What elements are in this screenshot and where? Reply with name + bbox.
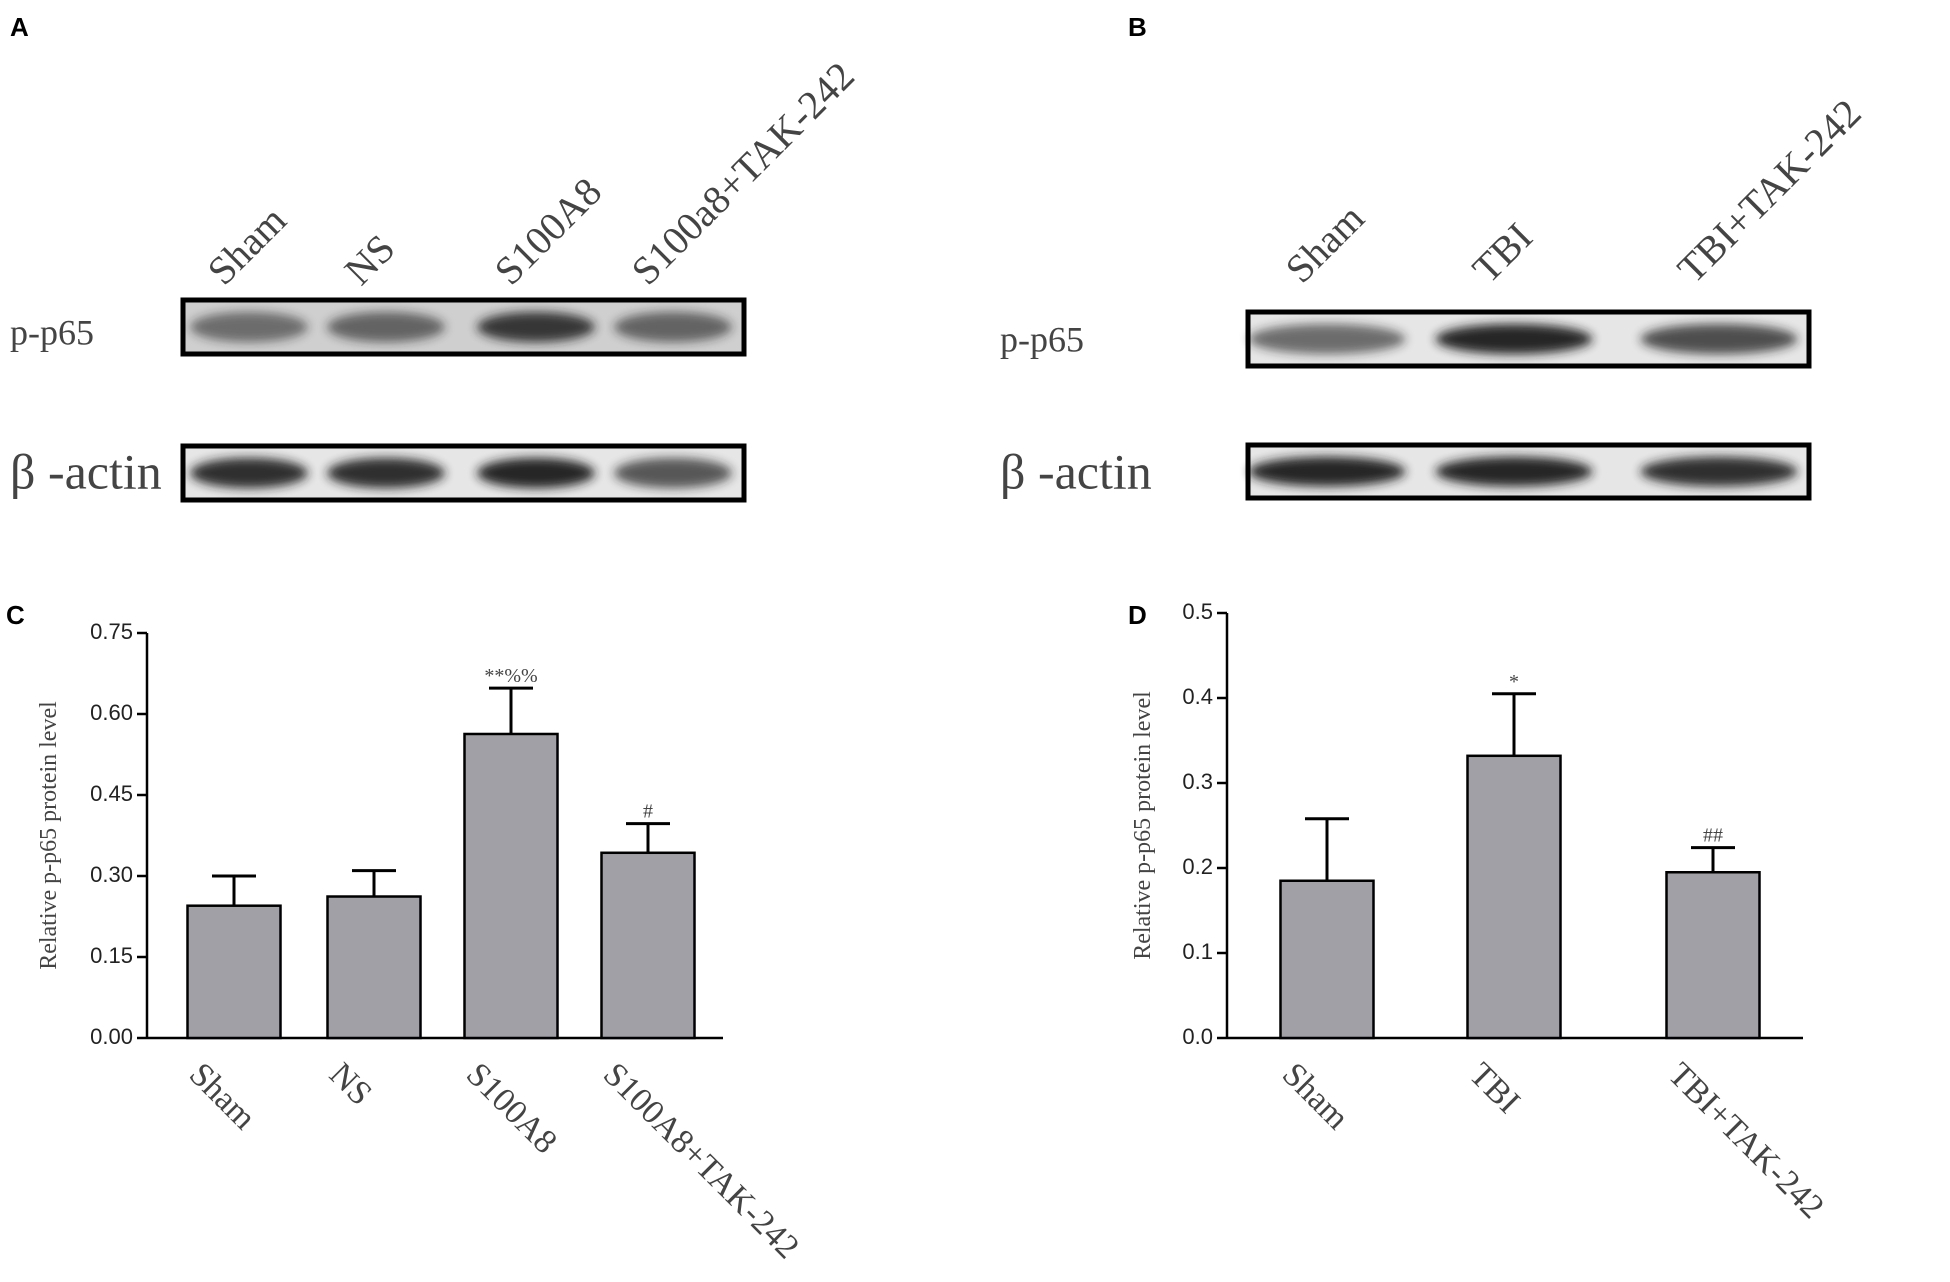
y-tick-label: 0.00: [90, 1024, 133, 1049]
significance-label: #: [643, 801, 653, 823]
error-bar: [352, 869, 396, 897]
band: [614, 311, 732, 343]
bar: [326, 895, 422, 1040]
x-tick-label: S100A8: [459, 1056, 564, 1161]
band: [1640, 456, 1798, 487]
bar: [1466, 754, 1562, 1040]
y-tick-label: 0.60: [90, 700, 133, 725]
band: [327, 457, 445, 489]
blot-frame: [180, 443, 747, 503]
error-bar: [1492, 692, 1536, 756]
x-tick-label: TBI+TAK-242: [1661, 1056, 1831, 1226]
error-bar: [212, 874, 256, 906]
x-tick-label: TBI: [1462, 1056, 1527, 1121]
y-tick-label: 0.45: [90, 781, 133, 806]
lane-label: Sham: [199, 197, 295, 293]
band: [1435, 323, 1593, 355]
error-bar: [1691, 846, 1735, 873]
x-tick-label: S100A8+TAK-242: [596, 1056, 806, 1266]
band: [614, 457, 732, 489]
y-axis-label: Relative p-p65 protein level: [1130, 691, 1156, 960]
band: [477, 457, 595, 489]
y-tick-label: 0.5: [1182, 599, 1213, 624]
bar: [600, 851, 696, 1040]
y-tick-label: 0.2: [1182, 854, 1213, 879]
significance-label: *: [1509, 671, 1519, 693]
row-label: β -actin: [10, 443, 162, 499]
band: [327, 311, 445, 343]
band: [1248, 456, 1406, 487]
lane-label: S100a8+TAK-242: [623, 53, 863, 293]
y-axis-label: Relative p-p65 protein level: [36, 701, 62, 970]
x-tick-label: Sham: [182, 1056, 263, 1137]
y-tick-label: 0.3: [1182, 769, 1213, 794]
y-tick-label: 0.4: [1182, 684, 1213, 709]
blot-frame: [180, 297, 747, 357]
error-bar: [489, 686, 533, 734]
band: [1248, 323, 1406, 355]
band: [190, 457, 308, 489]
bar: [186, 904, 282, 1040]
row-label: p-p65: [1000, 319, 1084, 359]
bar: [1279, 879, 1375, 1040]
band: [477, 311, 595, 343]
significance-label: ##: [1703, 825, 1723, 847]
error-bar: [1305, 817, 1349, 881]
error-bar: [626, 822, 670, 853]
y-tick-label: 0.30: [90, 862, 133, 887]
y-tick-label: 0.0: [1182, 1024, 1213, 1049]
significance-label: **%%: [484, 665, 537, 687]
y-tick-label: 0.15: [90, 943, 133, 968]
y-tick-label: 0.1: [1182, 939, 1213, 964]
band: [1435, 456, 1593, 487]
panel-letter: A: [10, 12, 29, 42]
panel-letter: B: [1128, 12, 1147, 42]
blot-frame: [1245, 309, 1812, 369]
lane-label: TBI+TAK-242: [1669, 90, 1870, 291]
lane-label: TBI: [1464, 214, 1541, 291]
band: [1640, 323, 1798, 355]
panel-letter: D: [1128, 600, 1147, 630]
band: [190, 311, 308, 343]
blot-frame: [1245, 442, 1812, 501]
x-tick-label: NS: [322, 1056, 379, 1113]
panel-letter: C: [6, 600, 25, 630]
y-tick-label: 0.75: [90, 619, 133, 644]
bar: [1665, 871, 1761, 1040]
row-label: β -actin: [1000, 443, 1152, 499]
lane-label: NS: [336, 225, 404, 293]
row-label: p-p65: [10, 312, 94, 352]
lane-label: Sham: [1277, 195, 1373, 291]
x-tick-label: Sham: [1275, 1056, 1356, 1137]
lane-label: S100A8: [486, 169, 611, 294]
bar: [463, 732, 559, 1040]
